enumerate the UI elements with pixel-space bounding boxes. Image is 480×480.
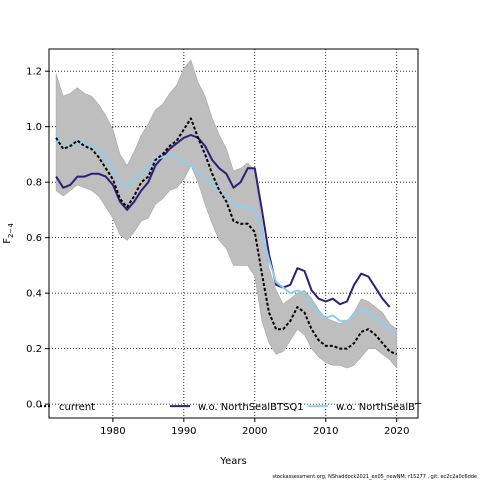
y-tick-label-6: 1.2 — [26, 67, 42, 78]
series-line-current — [55, 117, 398, 356]
legend-label-btsq1: w.o. NorthSealBTSQ1 — [198, 402, 304, 413]
series-line-bt — [55, 134, 398, 333]
x-tick-label-2: 2000 — [242, 426, 267, 437]
plot-frame — [48, 48, 419, 419]
x-axis-ticks: 1980 1990 2000 2010 2020 — [100, 418, 409, 437]
confidence-band-area — [55, 59, 397, 369]
x-tick-label-0: 1980 — [100, 426, 125, 437]
x-tick-label-3: 2010 — [313, 426, 338, 437]
y-tick-label-1: 0.2 — [26, 344, 42, 355]
y-tick-label-3: 0.6 — [26, 233, 42, 244]
x-tick-label-4: 2020 — [384, 426, 409, 437]
y-tick-label-5: 1.0 — [26, 122, 42, 133]
y-tick-label-4: 0.8 — [26, 178, 42, 189]
series-lines — [55, 117, 398, 356]
y-tick-label-0: 0.0 — [26, 400, 42, 411]
y-axis-label-subscript: 2−4 — [7, 223, 15, 238]
legend: current w.o. NorthSealBTSQ1 w.o. NorthSeal… — [40, 402, 422, 413]
confidence-band — [55, 59, 397, 369]
x-axis-label: Years — [219, 456, 246, 467]
series-line-btsq1 — [55, 134, 391, 308]
y-axis-ticks: 0.0 0.2 0.4 0.6 0.8 1.0 1.2 — [26, 67, 49, 411]
legend-label-current: current — [59, 402, 95, 413]
source-caption: stockassessment.org, NShaddock2021_ex05_… — [272, 474, 477, 480]
x-tick-label-1: 1990 — [171, 426, 196, 437]
y-axis-label: F2−4 — [2, 223, 15, 244]
y-axis-label-main: F — [2, 238, 13, 244]
legend-label-bt: w.o. NorthSealBT — [336, 402, 422, 413]
y-tick-label-2: 0.4 — [26, 289, 42, 300]
svg-text:F2−4: F2−4 — [2, 223, 15, 244]
